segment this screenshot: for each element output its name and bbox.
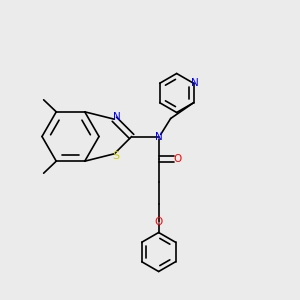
Text: N: N — [113, 112, 121, 122]
Text: S: S — [112, 151, 119, 161]
Text: N: N — [191, 78, 199, 88]
Text: O: O — [154, 217, 163, 227]
Text: O: O — [174, 154, 182, 164]
Text: N: N — [155, 131, 163, 142]
